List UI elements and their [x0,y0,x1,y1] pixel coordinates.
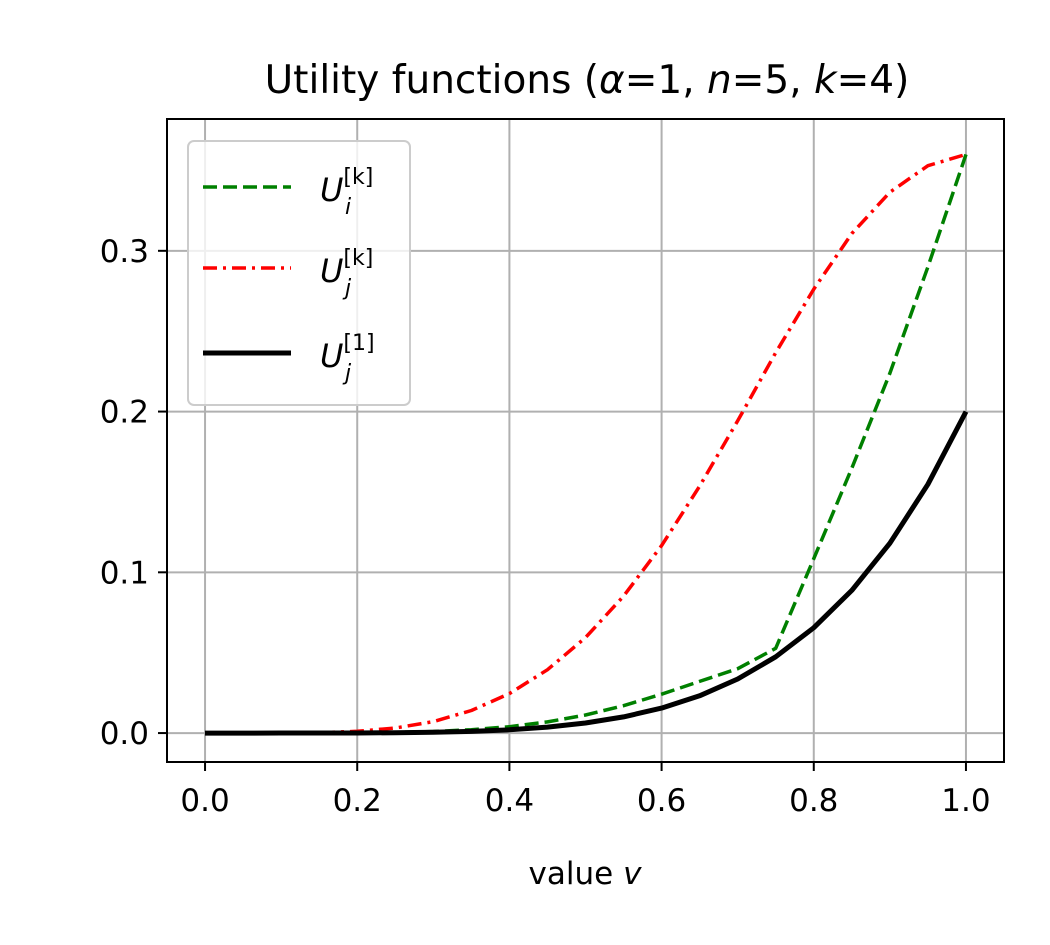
x-tick-label: 0.4 [485,783,534,819]
chart-title: Utility functions (α=1, n=5, k=4) [265,58,910,103]
x-tick-label: 0.6 [637,783,686,819]
x-tick-label: 0.2 [333,783,382,819]
series-lines [205,152,969,736]
ticks: 0.0 0.2 0.4 0.6 0.8 1.0 0.0 0.1 0.2 0.3 [100,234,991,819]
y-tick-label: 0.1 [100,555,149,591]
x-tick-label: 0.8 [789,783,838,819]
x-tick-label: 1.0 [941,783,990,819]
y-tick-label: 0.2 [100,395,149,431]
legend-label: U[1] j [320,331,375,386]
legend: U[k] i U[k] j U[1] j [187,140,411,406]
plot-frame [166,118,1005,763]
legend-label: U[k] j [320,246,373,301]
x-axis-label: value v [529,856,643,892]
y-tick-label: 0.3 [100,234,149,270]
legend-label: U[k] i [320,165,373,220]
x-tick-label: 0.0 [180,783,229,819]
legend-frame [187,140,411,406]
series-line-3 [205,410,969,736]
y-tick-label: 0.0 [100,716,149,752]
